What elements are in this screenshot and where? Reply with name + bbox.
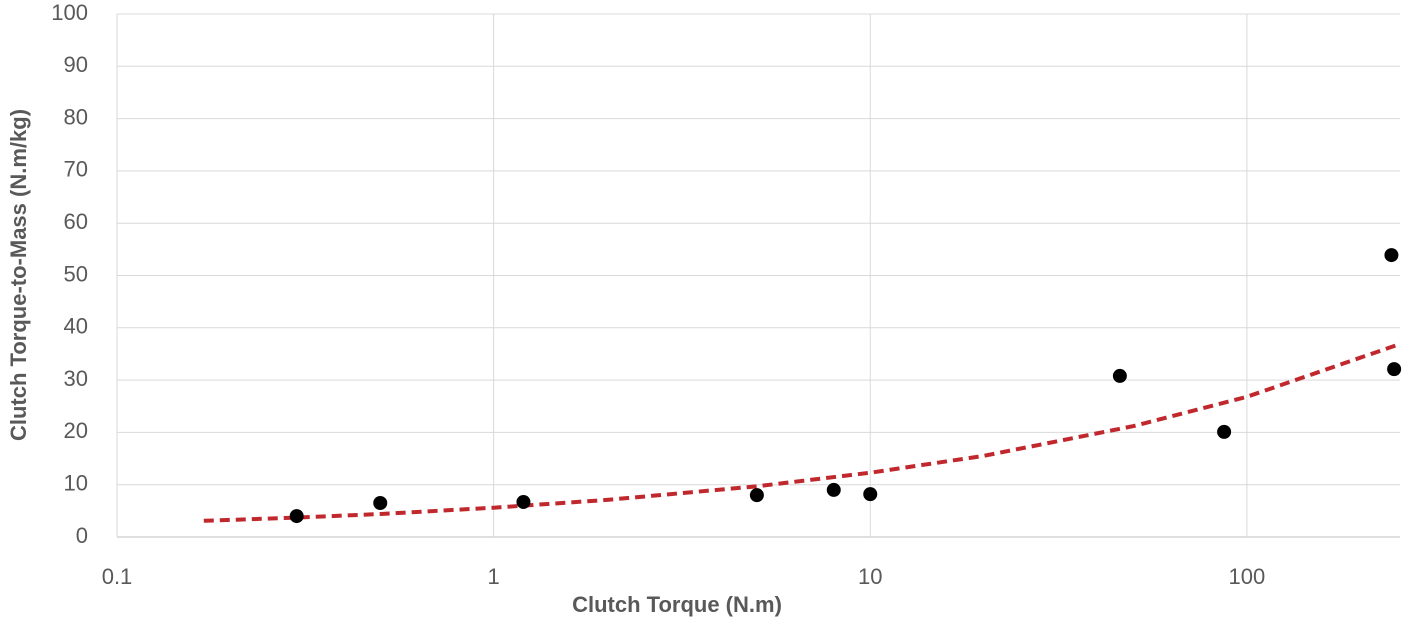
data-point — [373, 496, 388, 511]
y-tick-label: 0 — [76, 523, 88, 548]
y-tick-label: 30 — [64, 366, 88, 391]
x-tick-label: 10 — [858, 564, 882, 589]
y-tick-label: 60 — [64, 209, 88, 234]
x-tick-label: 100 — [1229, 564, 1266, 589]
y-tick-label: 40 — [64, 314, 88, 339]
data-point — [1217, 424, 1232, 439]
data-point — [289, 509, 304, 524]
y-tick-label: 80 — [64, 104, 88, 129]
data-point — [1387, 362, 1402, 377]
y-tick-label: 70 — [64, 157, 88, 182]
data-point — [516, 494, 531, 509]
x-tick-label: 0.1 — [102, 564, 133, 589]
data-point — [749, 488, 764, 503]
y-tick-label: 90 — [64, 52, 88, 77]
data-point — [1384, 248, 1399, 263]
y-axis-title: Clutch Torque-to-Mass (N.m/kg) — [6, 109, 31, 441]
y-tick-label: 10 — [64, 471, 88, 496]
y-tick-label: 50 — [64, 261, 88, 286]
data-point — [863, 487, 878, 502]
y-tick-label: 100 — [51, 0, 88, 25]
trend-line — [203, 342, 1401, 523]
y-tick-label: 20 — [64, 418, 88, 443]
x-axis-title: Clutch Torque (N.m) — [572, 592, 782, 617]
data-point — [826, 482, 841, 497]
x-tick-label: 1 — [488, 564, 500, 589]
data-point — [1112, 368, 1127, 383]
